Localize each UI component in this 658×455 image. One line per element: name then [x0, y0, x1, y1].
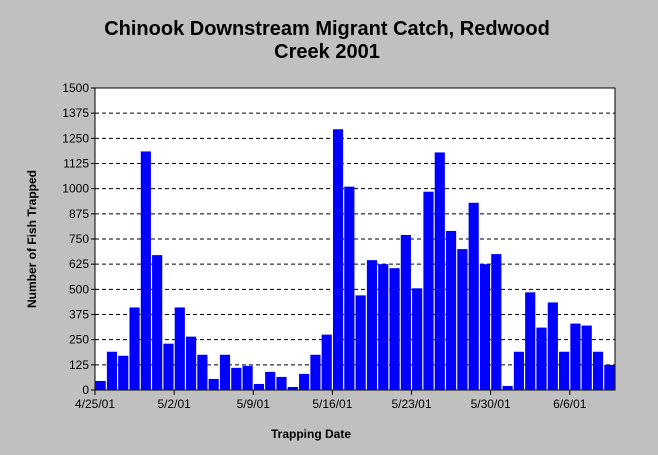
x-axis-label: Trapping Date: [271, 427, 351, 441]
chart-title-line-2: Creek 2001: [274, 41, 380, 63]
bar: [423, 191, 434, 390]
bar: [536, 327, 547, 390]
x-tick-label: 6/6/01: [553, 397, 587, 411]
bar: [276, 376, 287, 390]
bar: [197, 354, 208, 390]
bar: [242, 365, 253, 390]
y-tick-label: 1250: [62, 131, 89, 145]
bar: [332, 129, 344, 390]
bar: [547, 302, 558, 390]
y-tick-label: 250: [69, 333, 89, 347]
y-axis-ticks: 0 125 250 375 500 625 750 875 1000 1125 1250 1375 15…: [62, 81, 95, 397]
bar: [559, 351, 570, 390]
bar: [231, 367, 242, 390]
x-tick-label: 5/30/01: [471, 397, 511, 411]
chart-title-line-1: Chinook Downstream Migrant Catch, Redwoo…: [104, 18, 550, 40]
bar: [140, 151, 151, 390]
bar: [491, 254, 502, 390]
bar: [592, 351, 604, 390]
bar: [378, 264, 389, 390]
bar: [570, 323, 581, 390]
y-tick-label: 750: [69, 232, 89, 246]
bar: [581, 325, 592, 390]
bar: [299, 373, 310, 390]
y-tick-label: 1375: [62, 106, 89, 120]
y-tick-label: 625: [69, 257, 89, 271]
y-tick-label: 1125: [63, 157, 89, 171]
bar: [513, 351, 524, 390]
bar: [287, 386, 298, 390]
bar: [321, 334, 332, 390]
bar: [479, 264, 491, 390]
bar: [95, 380, 106, 390]
y-tick-label: 0: [82, 383, 89, 397]
bar: [310, 354, 321, 390]
x-tick-label: 4/25/01: [75, 397, 115, 411]
y-tick-label: 875: [69, 207, 89, 221]
y-axis-label: Number of Fish Trapped: [25, 170, 39, 308]
bar: [468, 202, 479, 390]
bar: [265, 371, 276, 390]
bar: [434, 152, 445, 390]
bar: [163, 343, 174, 390]
bar: [400, 234, 411, 390]
x-tick-label: 5/2/01: [157, 397, 191, 411]
bar: [412, 288, 423, 390]
bar: [446, 230, 457, 390]
bar: [118, 355, 129, 390]
y-tick-label: 375: [69, 308, 89, 322]
bar: [355, 295, 366, 390]
y-tick-label: 1000: [62, 182, 89, 196]
bar: [525, 292, 536, 390]
bar: [366, 260, 378, 390]
y-tick-label: 1500: [62, 81, 89, 95]
y-tick-label: 500: [69, 282, 89, 296]
bar: [186, 336, 197, 390]
x-axis-ticks: 4/25/01 5/2/01 5/9/01 5/16/01 5/23/01 5/30/01…: [75, 390, 587, 411]
bar: [253, 383, 264, 390]
x-tick-label: 5/23/01: [391, 397, 431, 411]
bar: [174, 307, 185, 390]
bar: [129, 307, 140, 390]
bars: [95, 129, 615, 390]
x-tick-label: 5/16/01: [312, 397, 352, 411]
bar: [604, 364, 615, 390]
x-tick-label: 5/9/01: [237, 397, 271, 411]
y-tick-label: 125: [69, 358, 89, 372]
bar: [389, 268, 400, 390]
bar: [344, 186, 355, 390]
bar: [208, 378, 219, 390]
bar: [457, 249, 468, 390]
bar: [219, 354, 231, 390]
bar: [502, 385, 513, 390]
bar: [152, 255, 163, 390]
bar: [106, 351, 118, 390]
